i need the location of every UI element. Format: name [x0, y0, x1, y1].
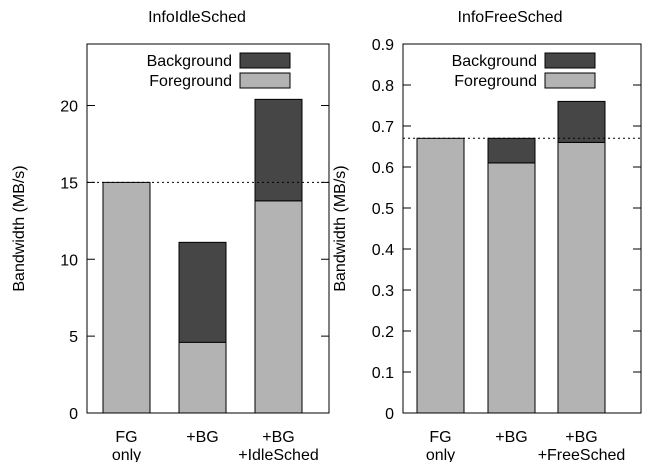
panel-2-x-tick-label: +BG — [495, 429, 527, 446]
panel-2-legend-swatch-background — [544, 52, 596, 69]
panel-1-y-tick-label: 5 — [69, 329, 78, 346]
panel-2-y-tick-label: 0.8 — [372, 78, 394, 95]
panel-2-y-tick-label: 0.5 — [372, 201, 394, 218]
panel-2-y-tick-label: 0.1 — [372, 365, 394, 382]
panel-2-x-tick-label: only — [426, 447, 455, 462]
panel-2-y-tick-label: 0.2 — [372, 324, 394, 341]
panel-2-legend-swatch-foreground — [544, 72, 596, 89]
panel-2-x-tick-label: +FreeSched — [538, 447, 626, 462]
panel-1-title: InfoIdleSched — [148, 9, 246, 26]
panel-1-x-tick-label: +BG — [186, 429, 218, 446]
panel-1-bar-background-2 — [178, 241, 227, 343]
panel-2-y-tick-label: 0.7 — [372, 119, 394, 136]
panel-1-legend-swatch-background — [239, 52, 291, 69]
panel-1-x-tick-label: FG — [115, 429, 137, 446]
panel-1-y-tick-label: 0 — [69, 406, 78, 423]
panel-1-y-tick-label: 15 — [60, 175, 78, 192]
panel-2-bar-foreground-3 — [557, 141, 606, 414]
panel-2-y-tick-label: 0.3 — [372, 283, 394, 300]
panel-2-y-tick-label: 0.9 — [372, 37, 394, 54]
panel-2-title: InfoFreeSched — [458, 9, 563, 26]
panel-2-x-tick-label: +BG — [565, 429, 597, 446]
panel-1-legend-swatch-foreground — [239, 72, 291, 89]
panel-1-bar-foreground-2 — [178, 341, 227, 414]
panel-2-y-tick-label: 0.6 — [372, 160, 394, 177]
panel-1-plot-frame — [86, 43, 330, 414]
panel-1-x-tick-label: only — [112, 447, 141, 462]
panel-2-x-tick-label: FG — [429, 429, 451, 446]
panel-2-bar-background-3 — [557, 100, 606, 143]
panel-2-bar-background-2 — [487, 137, 536, 164]
panel-1-y-tick-label: 10 — [60, 252, 78, 269]
panel-2-y-axis-label: Bandwidth (MB/s) — [332, 165, 349, 291]
panel-2-y-tick-label: 0.4 — [372, 242, 394, 259]
panel-1-legend-label-background: Background — [147, 53, 232, 70]
panel-1-y-tick-label: 20 — [60, 99, 78, 116]
panel-1-bar-background-3 — [254, 98, 303, 202]
panel-1-x-tick-label: +BG — [262, 429, 294, 446]
panel-2-legend-label-background: Background — [452, 53, 537, 70]
panel-2-bar-foreground-1 — [416, 137, 465, 414]
panel-1-x-tick-label: +IdleSched — [238, 447, 319, 462]
panel-2-plot-frame — [402, 43, 642, 414]
panel-1-bar-foreground-3 — [254, 200, 303, 414]
panel-1-legend-label-foreground: Foreground — [149, 73, 232, 90]
panel-2-legend-label-foreground: Foreground — [454, 73, 537, 90]
panel-1-y-axis-label: Bandwidth (MB/s) — [11, 165, 28, 291]
panel-2-bar-foreground-2 — [487, 162, 536, 414]
panel-1-bar-foreground-1 — [102, 181, 151, 414]
panel-2-y-tick-label: 0 — [385, 406, 394, 423]
